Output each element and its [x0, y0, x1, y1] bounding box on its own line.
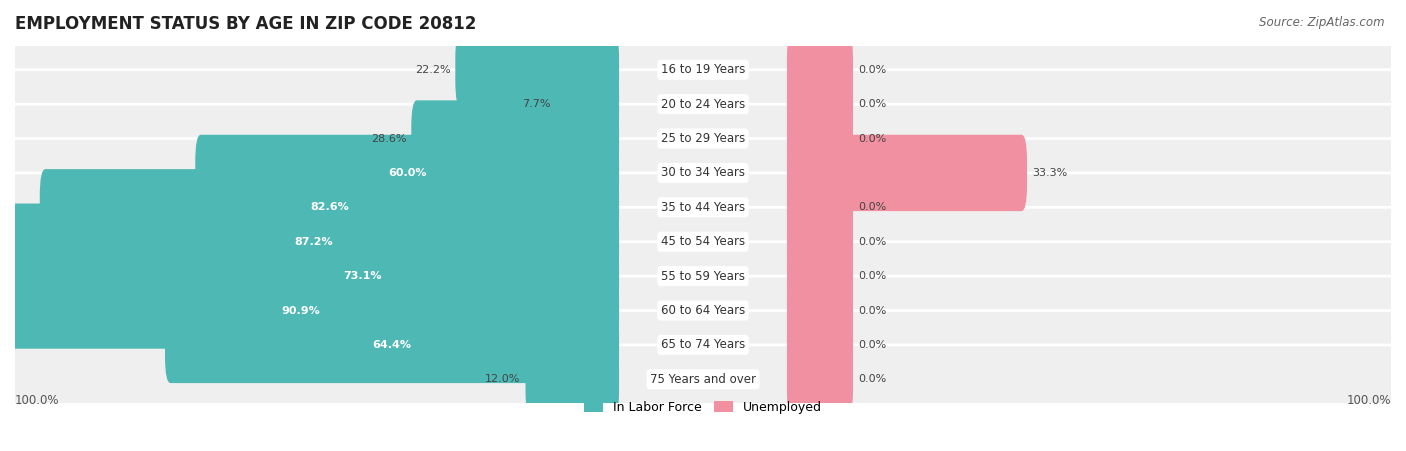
FancyBboxPatch shape [11, 104, 1395, 173]
Text: 12.0%: 12.0% [485, 374, 520, 384]
FancyBboxPatch shape [11, 276, 1395, 345]
Text: 30 to 34 Years: 30 to 34 Years [661, 166, 745, 179]
FancyBboxPatch shape [787, 341, 853, 418]
Text: 65 to 74 Years: 65 to 74 Years [661, 338, 745, 351]
FancyBboxPatch shape [11, 242, 1395, 310]
Text: 60.0%: 60.0% [388, 168, 426, 178]
Text: 60 to 64 Years: 60 to 64 Years [661, 304, 745, 317]
FancyBboxPatch shape [11, 310, 1395, 379]
Text: 0.0%: 0.0% [858, 271, 886, 281]
Text: 22.2%: 22.2% [415, 65, 450, 75]
FancyBboxPatch shape [787, 135, 1026, 211]
FancyBboxPatch shape [11, 173, 1395, 242]
Text: 73.1%: 73.1% [343, 271, 381, 281]
FancyBboxPatch shape [787, 307, 853, 383]
Text: 28.6%: 28.6% [371, 133, 406, 143]
FancyBboxPatch shape [787, 169, 853, 245]
Text: 45 to 54 Years: 45 to 54 Years [661, 235, 745, 248]
Text: 55 to 59 Years: 55 to 59 Years [661, 270, 745, 283]
FancyBboxPatch shape [195, 135, 619, 211]
Text: 75 Years and over: 75 Years and over [650, 373, 756, 386]
Text: 82.6%: 82.6% [311, 202, 349, 212]
Text: 0.0%: 0.0% [858, 65, 886, 75]
Text: 0.0%: 0.0% [858, 340, 886, 350]
Text: 0.0%: 0.0% [858, 202, 886, 212]
FancyBboxPatch shape [11, 345, 1395, 414]
FancyBboxPatch shape [787, 238, 853, 314]
Text: 25 to 29 Years: 25 to 29 Years [661, 132, 745, 145]
FancyBboxPatch shape [165, 307, 619, 383]
FancyBboxPatch shape [787, 32, 853, 108]
FancyBboxPatch shape [11, 70, 1395, 138]
Text: EMPLOYMENT STATUS BY AGE IN ZIP CODE 20812: EMPLOYMENT STATUS BY AGE IN ZIP CODE 208… [15, 15, 477, 33]
Text: 100.0%: 100.0% [1347, 394, 1391, 407]
Text: 64.4%: 64.4% [373, 340, 412, 350]
Text: 16 to 19 Years: 16 to 19 Years [661, 63, 745, 76]
FancyBboxPatch shape [456, 32, 619, 108]
Text: 0.0%: 0.0% [858, 133, 886, 143]
FancyBboxPatch shape [555, 66, 619, 143]
Text: 33.3%: 33.3% [1032, 168, 1067, 178]
FancyBboxPatch shape [8, 203, 619, 280]
FancyBboxPatch shape [787, 272, 853, 349]
Text: 20 to 24 Years: 20 to 24 Years [661, 97, 745, 110]
FancyBboxPatch shape [105, 238, 619, 314]
FancyBboxPatch shape [787, 203, 853, 280]
FancyBboxPatch shape [787, 66, 853, 143]
FancyBboxPatch shape [0, 272, 619, 349]
Text: Source: ZipAtlas.com: Source: ZipAtlas.com [1260, 16, 1385, 29]
FancyBboxPatch shape [11, 138, 1395, 207]
Text: 90.9%: 90.9% [281, 305, 321, 316]
Text: 0.0%: 0.0% [858, 305, 886, 316]
Text: 0.0%: 0.0% [858, 374, 886, 384]
FancyBboxPatch shape [11, 207, 1395, 276]
Text: 0.0%: 0.0% [858, 99, 886, 109]
FancyBboxPatch shape [412, 101, 619, 177]
FancyBboxPatch shape [39, 169, 619, 245]
Text: 0.0%: 0.0% [858, 237, 886, 247]
FancyBboxPatch shape [11, 35, 1395, 104]
Text: 100.0%: 100.0% [15, 394, 59, 407]
Text: 87.2%: 87.2% [294, 237, 333, 247]
FancyBboxPatch shape [787, 101, 853, 177]
Legend: In Labor Force, Unemployed: In Labor Force, Unemployed [579, 396, 827, 419]
Text: 35 to 44 Years: 35 to 44 Years [661, 201, 745, 214]
FancyBboxPatch shape [526, 341, 619, 418]
Text: 7.7%: 7.7% [522, 99, 550, 109]
